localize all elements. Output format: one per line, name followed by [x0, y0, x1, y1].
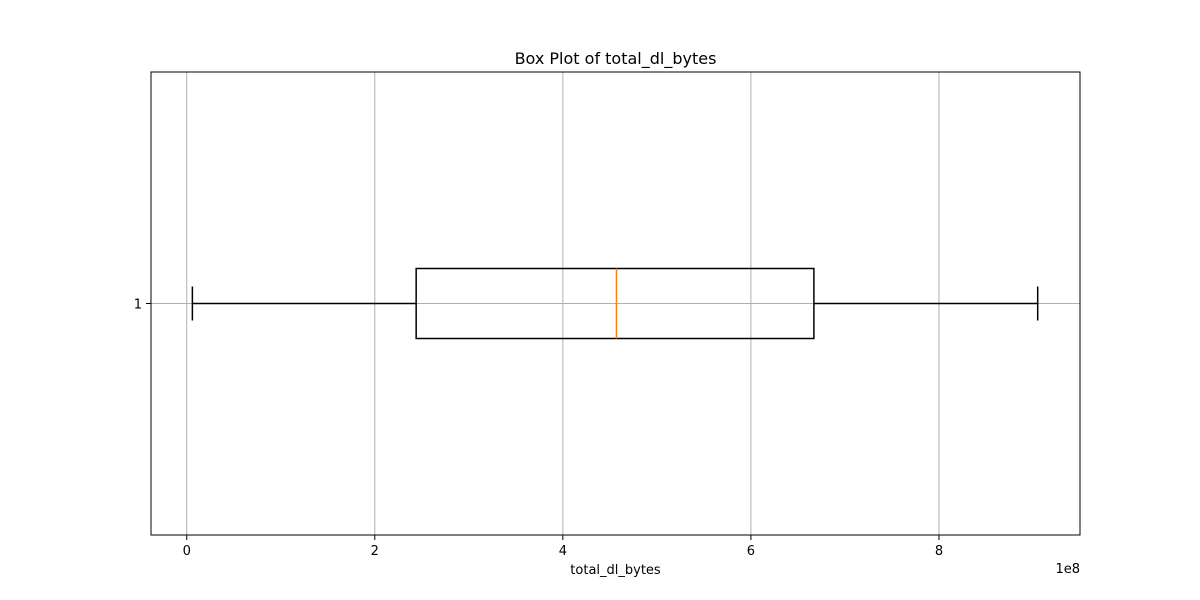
x-tick-label: 4	[559, 544, 567, 559]
y-tick-label: 1	[134, 298, 142, 313]
box-plot-series	[191, 267, 1039, 340]
x-tick-label: 8	[935, 544, 943, 559]
chart-title: Box Plot of total_dl_bytes	[515, 49, 717, 69]
x-axis-offset-label: 1e8	[1055, 562, 1080, 577]
axis-ticks: 0 2 4 6 8 1	[134, 298, 943, 560]
x-tick-label: 0	[183, 544, 191, 559]
x-tick-label: 6	[747, 544, 755, 559]
x-axis-label: total_dl_bytes	[570, 563, 661, 578]
x-tick-label: 2	[371, 544, 379, 559]
interquartile-box	[415, 267, 815, 340]
